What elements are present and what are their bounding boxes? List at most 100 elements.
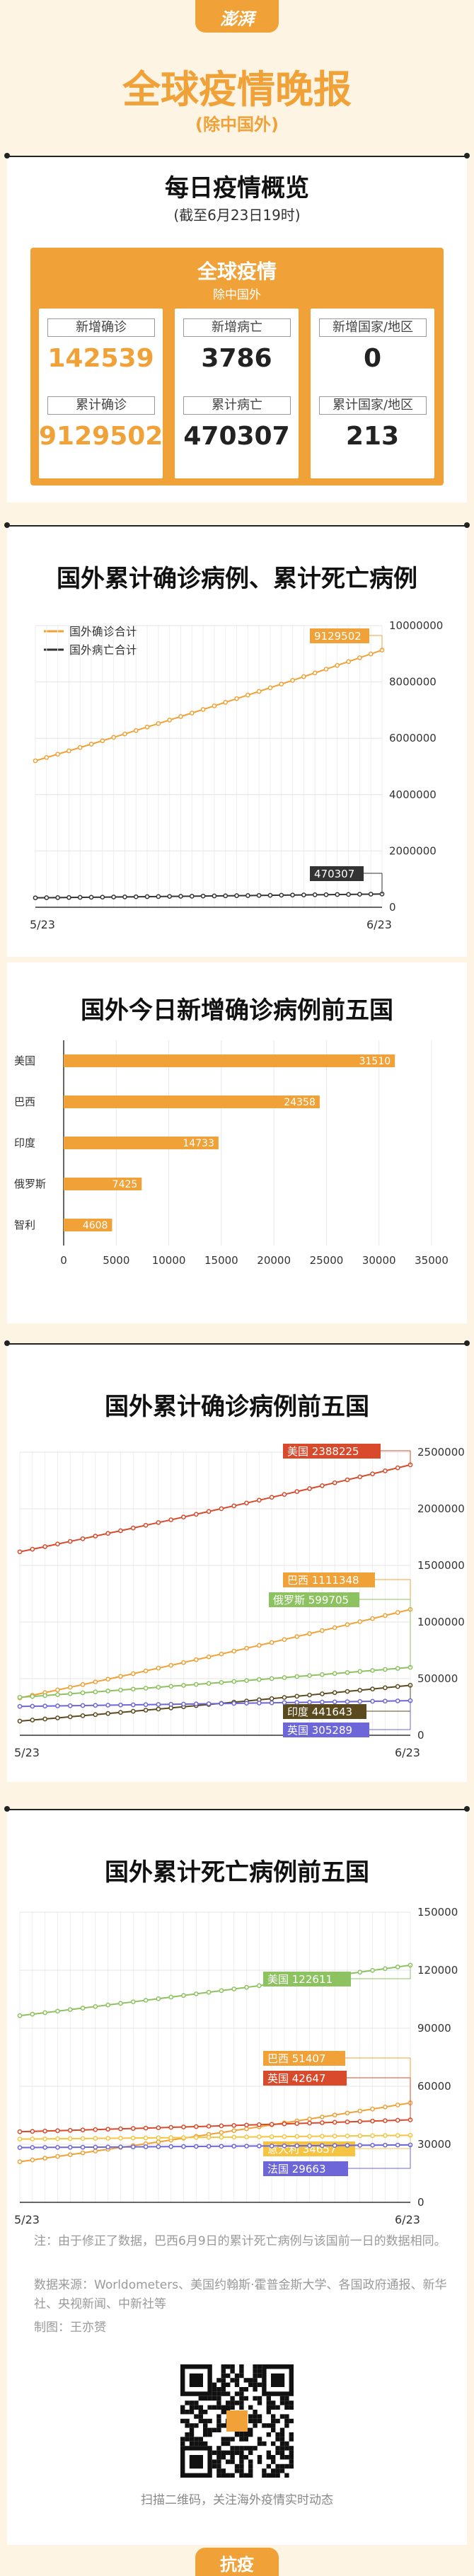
data-point (244, 2122, 249, 2128)
data-point (80, 2150, 86, 2156)
qr-module (289, 2463, 294, 2469)
qr-module (239, 2463, 244, 2469)
data-point (269, 1696, 274, 1701)
qr-module (216, 2446, 221, 2451)
qr-code[interactable] (177, 2361, 297, 2481)
data-point (93, 1703, 98, 1708)
data-point (42, 1693, 47, 1698)
qr-module (239, 2459, 244, 2464)
data-point (307, 2134, 312, 2139)
data-point (269, 2134, 274, 2139)
data-point (67, 1691, 73, 1696)
overview-card: 每日疫情概览 (截至6月23日19时) 全球疫情 除中国外 新增确诊 14253… (4, 153, 470, 502)
data-point (93, 2136, 98, 2141)
qr-module (284, 2400, 289, 2405)
data-point (67, 748, 71, 754)
qr-module (234, 2378, 240, 2383)
data-point (100, 738, 105, 744)
data-point (105, 2136, 110, 2141)
data-point (234, 696, 239, 701)
data-point (223, 700, 229, 705)
qr-module (185, 2437, 190, 2442)
stat-value: 470307 (183, 422, 290, 451)
data-point (346, 659, 351, 665)
qr-module (221, 2450, 226, 2455)
end-label-box (283, 1704, 366, 1719)
y-tick-label: 2000000 (417, 1502, 465, 1515)
end-label-box (283, 1572, 375, 1587)
data-point (33, 758, 38, 764)
category-label: 美国 (14, 1054, 35, 1067)
qr-module (266, 2432, 271, 2437)
data-point (346, 892, 351, 897)
data-point (320, 1483, 325, 1488)
data-point (93, 2003, 98, 2009)
qr-module (289, 2432, 294, 2437)
qr-module (243, 2473, 248, 2478)
qr-module (212, 2463, 217, 2469)
qr-module (226, 2364, 231, 2369)
qr-module (279, 2446, 285, 2451)
data-point (282, 2134, 287, 2139)
data-point (118, 1710, 123, 1715)
qr-module (284, 2418, 289, 2424)
qr-module (226, 2373, 231, 2379)
bar-value-label: 4608 (83, 1220, 108, 1231)
data-point (30, 2137, 35, 2141)
data-point (269, 1676, 274, 1681)
qr-module (216, 2450, 221, 2455)
data-point (80, 1690, 86, 1696)
qr-module (284, 2473, 289, 2478)
data-point (370, 1967, 375, 1973)
qr-module (279, 2455, 285, 2460)
data-point (156, 2144, 161, 2149)
legend-label: 国外病亡合计 (69, 643, 137, 657)
data-point (357, 1619, 363, 1624)
data-point (269, 2122, 274, 2127)
qr-module (289, 2418, 294, 2424)
data-point (256, 1643, 262, 1648)
qr-module (230, 2446, 235, 2451)
data-point (178, 894, 183, 899)
qr-module (234, 2432, 240, 2437)
data-point (357, 2133, 363, 2139)
data-point (17, 2159, 23, 2164)
qr-module (284, 2441, 289, 2446)
data-point (42, 2128, 47, 2134)
data-point (130, 1525, 136, 1531)
qr-module (253, 2396, 258, 2401)
data-point (335, 892, 340, 897)
qr-module (194, 2400, 199, 2405)
data-point (320, 1699, 325, 1705)
end-label-box (310, 866, 364, 881)
series-line (35, 649, 383, 761)
data-point (181, 2144, 186, 2149)
qr-module (221, 2387, 226, 2392)
qr-module (248, 2432, 253, 2437)
qr-module (203, 2418, 208, 2424)
qr-module (248, 2450, 253, 2455)
data-point (67, 2136, 73, 2141)
qr-module (279, 2468, 285, 2473)
data-point (156, 721, 161, 726)
main-title: 全球疫情晚报 (122, 67, 352, 112)
data-point (332, 1480, 337, 1485)
end-label: 9129502 (314, 630, 362, 643)
data-point (55, 2008, 60, 2014)
qr-module (271, 2405, 276, 2410)
qr-module (230, 2396, 235, 2401)
data-point (156, 894, 161, 899)
data-point (168, 1994, 174, 2000)
data-point (332, 2120, 337, 2125)
data-point (30, 1718, 35, 1723)
data-point (256, 2122, 262, 2127)
data-point (105, 2127, 110, 2132)
data-point (357, 2119, 363, 2124)
qr-module (212, 2459, 217, 2464)
qr-module (253, 2387, 258, 2392)
qr-module (198, 2418, 203, 2424)
data-point (332, 2112, 337, 2117)
qr-module (207, 2405, 212, 2410)
stat-label: 累计国家/地区 (319, 396, 427, 415)
data-point (144, 894, 150, 899)
